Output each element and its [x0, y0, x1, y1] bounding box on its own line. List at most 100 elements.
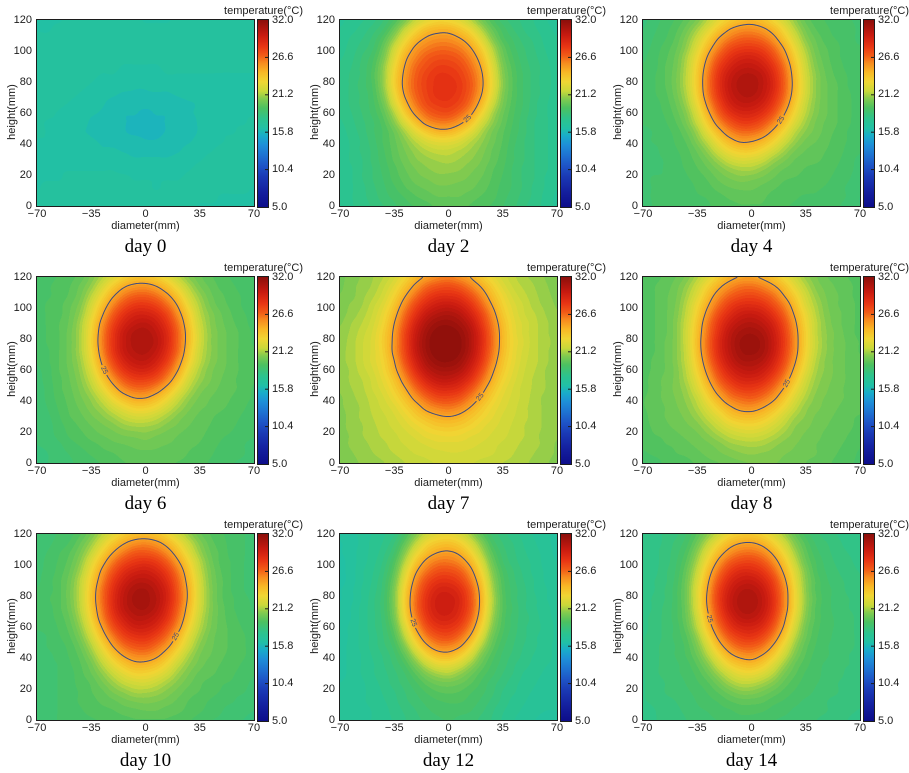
colorbar-tick-label: 5.0 — [878, 457, 894, 470]
x-tick-label: 35 — [799, 208, 812, 220]
x-axis-label: diameter(mm) — [111, 477, 180, 489]
colorbar-frame — [863, 276, 875, 465]
subplot-caption: day 8 — [730, 493, 773, 514]
colorbar-tick-label: 5.0 — [272, 200, 288, 213]
colorbar-tick-label: 26.6 — [272, 307, 294, 320]
y-tick-label: 20 — [625, 425, 638, 438]
x-axis-label: diameter(mm) — [717, 734, 786, 746]
colorbar-tick-label: 15.8 — [878, 639, 900, 652]
plot-frame — [35, 18, 256, 208]
colorbar-tick-label: 15.8 — [575, 639, 597, 652]
colorbar-tick-label: 26.6 — [878, 307, 900, 320]
y-tick-label: 40 — [322, 394, 335, 407]
heatmap-canvas — [643, 277, 860, 463]
colorbar-title: temperature(°C) — [830, 262, 909, 274]
subplot-caption: day 6 — [124, 493, 167, 514]
y-tick-label: 60 — [19, 620, 32, 633]
y-tick-label: 40 — [625, 394, 638, 407]
y-tick-label: 100 — [619, 44, 638, 57]
subplot-day-4: height(mm) temperature(°C) diameter(mm) … — [606, 0, 909, 259]
y-tick-label: 100 — [619, 301, 638, 314]
x-tick-label: 0 — [142, 465, 149, 477]
colorbar-title: temperature(°C) — [527, 262, 606, 274]
colorbar-frame — [863, 533, 875, 722]
colorbar-tick-label: 21.2 — [272, 602, 294, 615]
heatmap-canvas — [340, 534, 557, 720]
x-tick-label: 0 — [748, 465, 755, 477]
colorbar-canvas — [561, 277, 571, 464]
plot-frame — [641, 18, 862, 208]
colorbar-frame — [257, 276, 269, 465]
colorbar-tick-label: 10.4 — [878, 163, 900, 176]
y-tick-label: 60 — [625, 363, 638, 376]
y-tick-label: 120 — [619, 527, 638, 540]
colorbar-tick-label: 15.8 — [272, 639, 294, 652]
x-tick-label: −35 — [384, 722, 404, 734]
y-tick-label: 0 — [631, 456, 638, 469]
y-tick-label: 0 — [328, 199, 335, 212]
colorbar-tick-label: 26.6 — [575, 564, 597, 577]
x-tick-label: −70 — [330, 208, 350, 220]
y-tick-label: 20 — [625, 682, 638, 695]
colorbar-frame — [560, 19, 572, 208]
y-tick-label: 100 — [316, 301, 335, 314]
x-tick-label: −35 — [687, 465, 707, 477]
x-tick-label: 0 — [445, 465, 452, 477]
subplot-day-7: height(mm) temperature(°C) diameter(mm) … — [303, 257, 606, 516]
y-tick-label: 60 — [625, 106, 638, 119]
y-tick-label: 0 — [25, 713, 32, 726]
subplot-caption: day 4 — [730, 236, 773, 257]
colorbar-tick-label: 10.4 — [272, 677, 294, 690]
colorbar-tick-label: 21.2 — [575, 602, 597, 615]
y-tick-label: 20 — [322, 168, 335, 181]
y-tick-label: 60 — [322, 363, 335, 376]
plot-frame — [35, 532, 256, 722]
x-tick-label: −35 — [687, 208, 707, 220]
colorbar-canvas — [258, 20, 268, 207]
y-tick-label: 40 — [625, 651, 638, 664]
heatmap-canvas — [37, 534, 254, 720]
y-tick-label: 120 — [13, 13, 32, 26]
colorbar-title: temperature(°C) — [830, 5, 909, 17]
plot-frame — [338, 275, 559, 465]
colorbar-canvas — [258, 277, 268, 464]
colorbar-tick-label: 10.4 — [272, 163, 294, 176]
colorbar-tick-label: 26.6 — [575, 307, 597, 320]
x-axis-label: diameter(mm) — [717, 477, 786, 489]
y-tick-label: 60 — [322, 620, 335, 633]
subplot-day-14: height(mm) temperature(°C) diameter(mm) … — [606, 514, 909, 773]
y-tick-label: 20 — [625, 168, 638, 181]
colorbar-tick-label: 32.0 — [272, 527, 294, 540]
y-tick-label: 80 — [19, 332, 32, 345]
x-tick-label: 0 — [445, 722, 452, 734]
plot-frame — [35, 275, 256, 465]
y-tick-label: 60 — [19, 106, 32, 119]
x-tick-label: 35 — [799, 722, 812, 734]
y-tick-label: 0 — [328, 456, 335, 469]
y-tick-label: 40 — [19, 394, 32, 407]
y-tick-label: 120 — [316, 13, 335, 26]
colorbar-tick-label: 5.0 — [575, 714, 591, 727]
colorbar-tick-label: 15.8 — [272, 125, 294, 138]
y-tick-label: 60 — [19, 363, 32, 376]
colorbar-title: temperature(°C) — [527, 5, 606, 17]
y-tick-label: 100 — [316, 44, 335, 57]
subplot-caption: day 2 — [427, 236, 470, 257]
x-tick-label: 35 — [496, 208, 509, 220]
heatmap-canvas — [643, 534, 860, 720]
colorbar-tick-label: 15.8 — [575, 125, 597, 138]
x-tick-label: −70 — [27, 722, 47, 734]
colorbar-tick-label: 32.0 — [575, 270, 597, 283]
x-tick-label: −35 — [81, 465, 101, 477]
y-tick-label: 20 — [19, 425, 32, 438]
colorbar-tick-label: 10.4 — [575, 163, 597, 176]
x-tick-label: 35 — [193, 465, 206, 477]
x-tick-label: −35 — [384, 465, 404, 477]
colorbar-frame — [257, 533, 269, 722]
y-tick-label: 40 — [19, 137, 32, 150]
x-tick-label: 35 — [799, 465, 812, 477]
y-tick-label: 120 — [619, 13, 638, 26]
x-tick-label: 70 — [853, 465, 867, 477]
colorbar-tick-label: 15.8 — [878, 382, 900, 395]
